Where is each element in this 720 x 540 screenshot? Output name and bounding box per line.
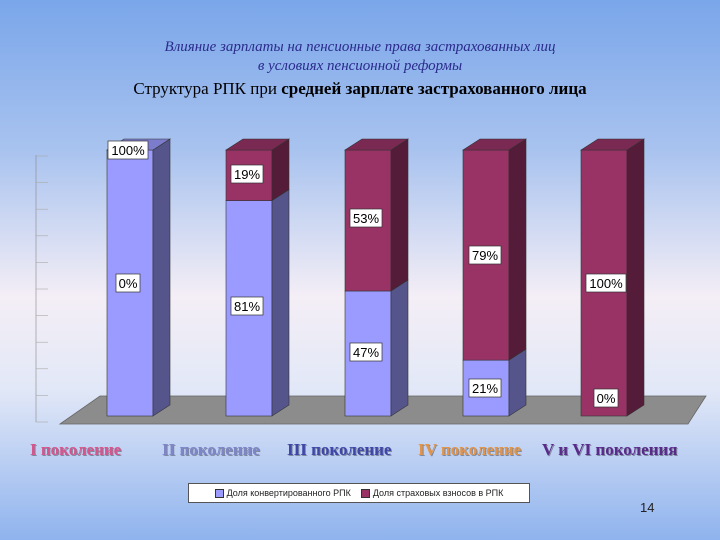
legend-label-convertible: Доля конвертированного РПК <box>226 488 351 498</box>
data-label: 100% <box>111 143 145 158</box>
bar-insurance-side <box>390 138 409 292</box>
bar-insurance-side <box>626 138 645 417</box>
generation-label: I поколение <box>30 440 122 459</box>
data-label-box <box>230 164 264 184</box>
data-label-box <box>349 342 383 362</box>
data-label: 100% <box>589 276 623 291</box>
bar-convertible-side <box>508 348 527 417</box>
generation-label: IV поколение <box>418 440 522 459</box>
data-label-box <box>468 245 502 265</box>
generation-label: V и VI поколения <box>542 440 678 459</box>
generation-label: III поколение <box>287 440 392 459</box>
data-label: 0% <box>597 391 616 406</box>
bar-convertible-side <box>152 138 171 417</box>
generation-labels: I поколение II поколение III поколение IV п… <box>0 440 720 464</box>
data-label-box <box>468 378 502 398</box>
bar-top <box>224 138 291 151</box>
bar-convertible-side <box>271 188 290 417</box>
data-label: 0% <box>119 276 138 291</box>
legend-item-insurance: Доля страховых взносов в РПК <box>360 488 504 498</box>
chart-title: Влияние зарплаты на пенсионные права зас… <box>0 38 720 100</box>
data-label-box <box>107 140 149 160</box>
legend-swatch-insurance <box>360 488 370 498</box>
bar-top <box>579 138 646 151</box>
subtitle-bold: средней зарплате застрахованного лица <box>281 79 587 98</box>
data-label-box <box>585 273 627 293</box>
data-label: 19% <box>234 167 260 182</box>
legend-label-insurance: Доля страховых взносов в РПК <box>372 488 504 498</box>
data-label-box <box>349 208 383 228</box>
chart-legend: Доля конвертированного РПК Доля страховы… <box>188 483 530 503</box>
data-label-box <box>593 388 619 408</box>
subtitle-plain: Структура РПК при <box>133 79 282 98</box>
legend-item-convertible: Доля конвертированного РПК <box>214 488 351 498</box>
chart-subtitle: Структура РПК при средней зарплате застр… <box>0 78 720 100</box>
bar-insurance-side <box>508 138 527 361</box>
data-label-box <box>230 296 264 316</box>
data-label: 21% <box>472 381 498 396</box>
data-label: 81% <box>234 299 260 314</box>
bar-top <box>461 138 528 151</box>
data-label: 53% <box>353 211 379 226</box>
page-number: 14 <box>640 500 655 515</box>
data-label: 79% <box>472 248 498 263</box>
data-label: 47% <box>353 345 379 360</box>
title-line-1: Влияние зарплаты на пенсионные права зас… <box>164 39 556 55</box>
title-line-2: в условиях пенсионной реформы <box>257 58 463 74</box>
legend-swatch-convertible <box>214 488 224 498</box>
data-label-box <box>115 273 141 293</box>
bar-top <box>343 138 410 151</box>
generation-label: II поколение <box>162 440 260 459</box>
bar-convertible-side <box>390 279 409 417</box>
